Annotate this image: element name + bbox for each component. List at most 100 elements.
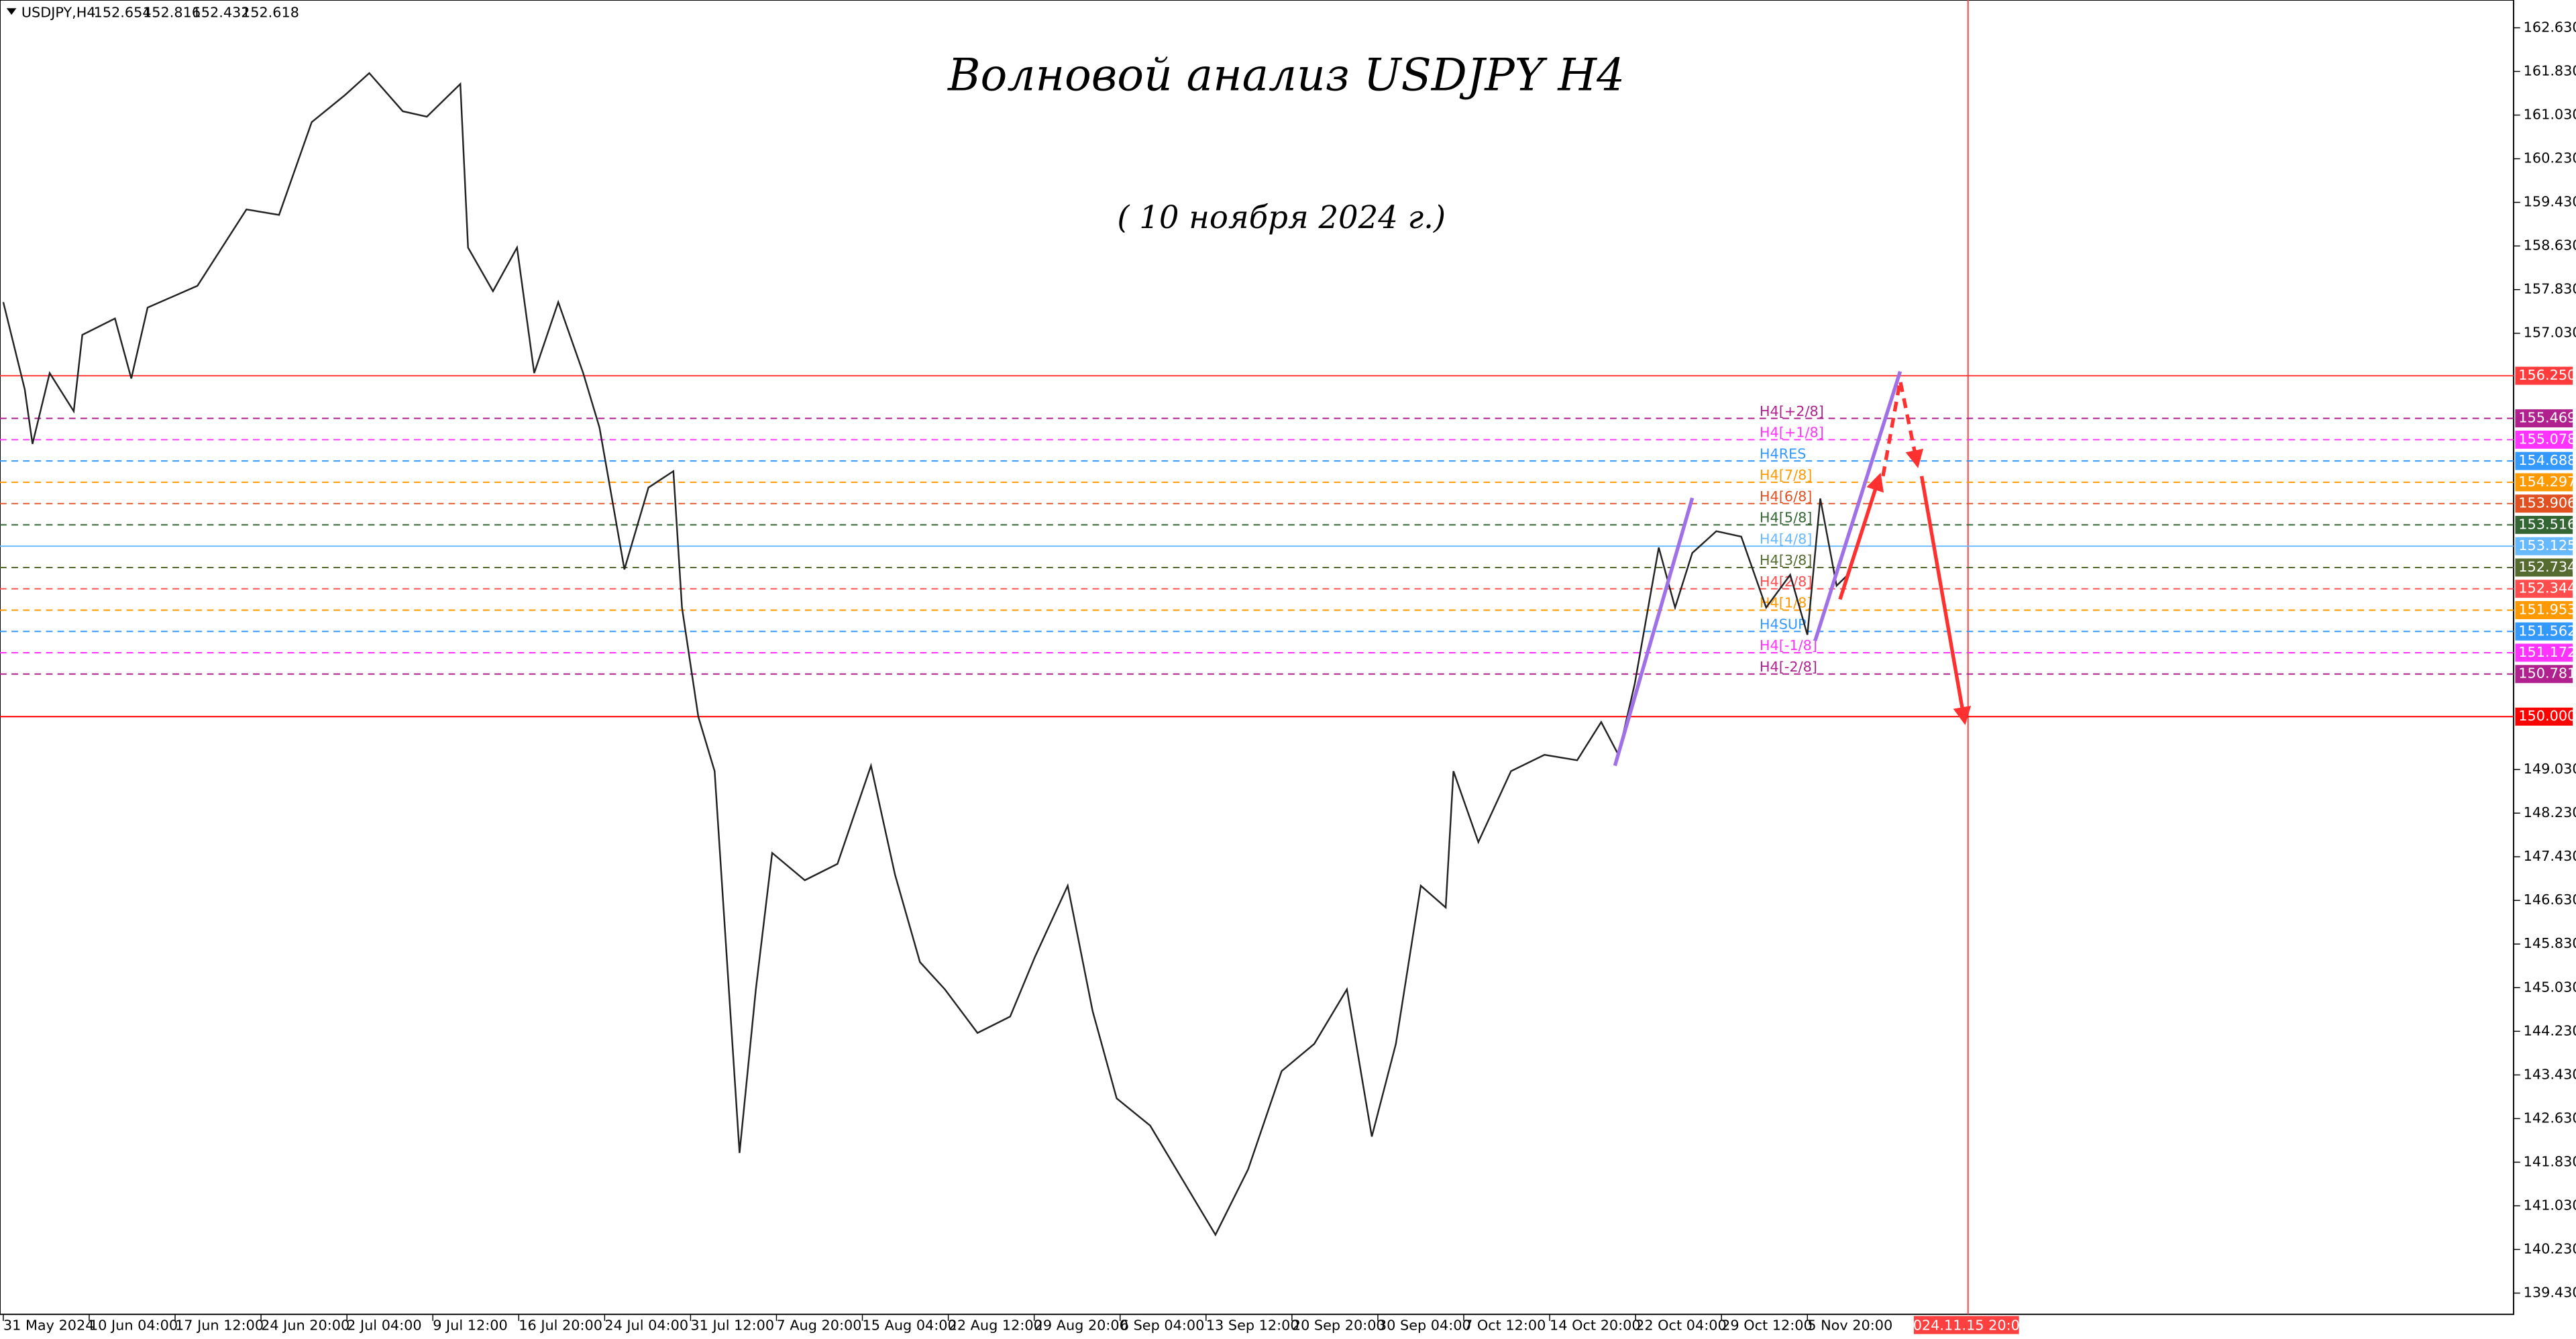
y-tick-label: 141.830 — [2524, 1153, 2576, 1169]
time-marker-box — [1913, 1316, 2019, 1334]
y-tick-label: 139.430 — [2524, 1285, 2576, 1301]
level-value: 150.000 — [2518, 708, 2576, 724]
level-value: 153.906 — [2518, 495, 2576, 511]
x-tick-label: 22 Oct 04:00 — [1635, 1317, 1727, 1333]
wave-drawing — [1838, 472, 1884, 600]
y-tick-label: 157.030 — [2524, 325, 2576, 341]
menu-triangle — [6, 8, 17, 15]
y-tick-label: 157.830 — [2524, 281, 2576, 297]
wave-drawing — [1881, 380, 1924, 477]
y-tick-label: 161.830 — [2524, 62, 2576, 78]
price-line — [2, 72, 1849, 1237]
level-name: H4[7/8] — [1760, 467, 1813, 483]
level-name: H4SUP — [1760, 616, 1807, 632]
level-value: 151.562 — [2518, 623, 2576, 639]
x-tick-label: 10 Jun 04:00 — [89, 1317, 178, 1333]
x-tick-label: 13 Sep 12:00 — [1206, 1317, 1299, 1333]
level-box — [2515, 409, 2573, 428]
y-tick-label: 140.230 — [2524, 1241, 2576, 1257]
x-tick-label: 24 Jun 20:00 — [261, 1317, 350, 1333]
wave-drawing — [1919, 476, 1972, 725]
y-tick-label: 161.030 — [2524, 107, 2576, 123]
y-tick-label: 144.230 — [2524, 1022, 2576, 1038]
x-tick-label: 7 Oct 12:00 — [1464, 1317, 1546, 1333]
header-value: 152.654 — [94, 5, 152, 21]
y-tick-label: 146.630 — [2524, 892, 2576, 908]
level-value: 154.688 — [2518, 452, 2576, 468]
y-tick-label: 141.030 — [2524, 1197, 2576, 1213]
wave-drawing — [1613, 497, 1695, 767]
y-tick-label: 160.230 — [2524, 150, 2576, 166]
y-tick-label: 159.430 — [2524, 194, 2576, 210]
level-box — [2515, 580, 2573, 598]
level-name: H4[3/8] — [1760, 552, 1813, 568]
level-name: H4[-2/8] — [1760, 659, 1817, 675]
header: USDJPY,H4 — [6, 5, 96, 21]
y-tick-label: 158.630 — [2524, 237, 2576, 254]
level-name: H4RES — [1760, 445, 1807, 462]
x-tick-label: 31 Jul 12:00 — [690, 1317, 774, 1333]
wave-drawing — [1813, 370, 1902, 642]
y-tick-label: 148.230 — [2524, 804, 2576, 820]
level-value: 153.125 — [2518, 537, 2576, 553]
y-tick-label: 149.030 — [2524, 761, 2576, 777]
level-box — [2515, 665, 2573, 684]
y-tick-label: 147.430 — [2524, 848, 2576, 864]
level-value: 155.078 — [2518, 431, 2576, 447]
level-name: H4[+2/8] — [1760, 403, 1824, 419]
level-box — [2515, 473, 2573, 492]
y-tick-label: 143.430 — [2524, 1066, 2576, 1082]
level-name: H4[5/8] — [1760, 510, 1813, 526]
x-tick-label: 29 Aug 20:00 — [1034, 1317, 1128, 1333]
level-box — [2515, 622, 2573, 641]
y-tick-label: 145.030 — [2524, 979, 2576, 995]
x-tick-label: 2 Jul 04:00 — [347, 1317, 421, 1333]
x-tick-label: 29 Oct 12:00 — [1721, 1317, 1813, 1333]
level-value: 154.297 — [2518, 474, 2576, 490]
level-box — [2515, 558, 2573, 577]
x-tick-label: 9 Jul 12:00 — [433, 1317, 507, 1333]
level-name: H4[1/8] — [1760, 595, 1813, 611]
x-tick-label: 31 May 2024 — [3, 1317, 95, 1333]
level-name: H4[-1/8] — [1760, 637, 1817, 653]
x-tick-label: 20 Sep 20:00 — [1292, 1317, 1385, 1333]
level-box — [2515, 643, 2573, 662]
level-name: H4[+1/8] — [1760, 425, 1824, 441]
level-value: 151.953 — [2518, 601, 2576, 617]
level-value: 150.781 — [2518, 665, 2576, 682]
level-value: 153.516 — [2518, 516, 2576, 532]
level-box — [2515, 494, 2573, 513]
x-tick-label: 22 Aug 12:00 — [949, 1317, 1042, 1333]
level-box — [2515, 430, 2573, 449]
level-box — [2515, 515, 2573, 534]
level-value: 152.344 — [2518, 580, 2576, 596]
time-marker-label: 2024.11.15 20:00 — [1904, 1317, 2029, 1333]
y-tick-label: 142.630 — [2524, 1110, 2576, 1126]
level-box — [2515, 707, 2573, 726]
level-box — [2515, 366, 2573, 385]
level-name: H4[6/8] — [1760, 488, 1813, 504]
level-value: 152.734 — [2518, 559, 2576, 575]
x-tick-label: 5 Nov 20:00 — [1807, 1317, 1892, 1333]
symbol: USDJPY,H4 — [21, 5, 96, 21]
level-value: 156.250 — [2518, 367, 2576, 383]
chart-title: Волновой анализ USDJPY H4 — [947, 50, 1625, 101]
level-box — [2515, 601, 2573, 619]
level-box — [2515, 451, 2573, 470]
x-tick-label: 30 Sep 04:00 — [1378, 1317, 1471, 1333]
plot-area — [0, 0, 2514, 1316]
x-tick-label: 6 Sep 04:00 — [1120, 1317, 1205, 1333]
y-tick-label: 145.830 — [2524, 935, 2576, 951]
x-tick-label: 15 Aug 04:00 — [863, 1317, 957, 1333]
x-tick-label: 16 Jul 20:00 — [519, 1317, 602, 1333]
header-value: 152.618 — [241, 5, 299, 21]
level-name: H4[4/8] — [1760, 531, 1813, 547]
x-tick-label: 24 Jul 04:00 — [604, 1317, 688, 1333]
level-value: 155.469 — [2518, 410, 2576, 426]
y-tick-label: 162.630 — [2524, 19, 2576, 35]
x-tick-label: 7 Aug 20:00 — [776, 1317, 861, 1333]
x-tick-label: 14 Oct 20:00 — [1550, 1317, 1641, 1333]
chart-subtitle: ( 10 ноября 2024 г.) — [1117, 199, 1446, 235]
